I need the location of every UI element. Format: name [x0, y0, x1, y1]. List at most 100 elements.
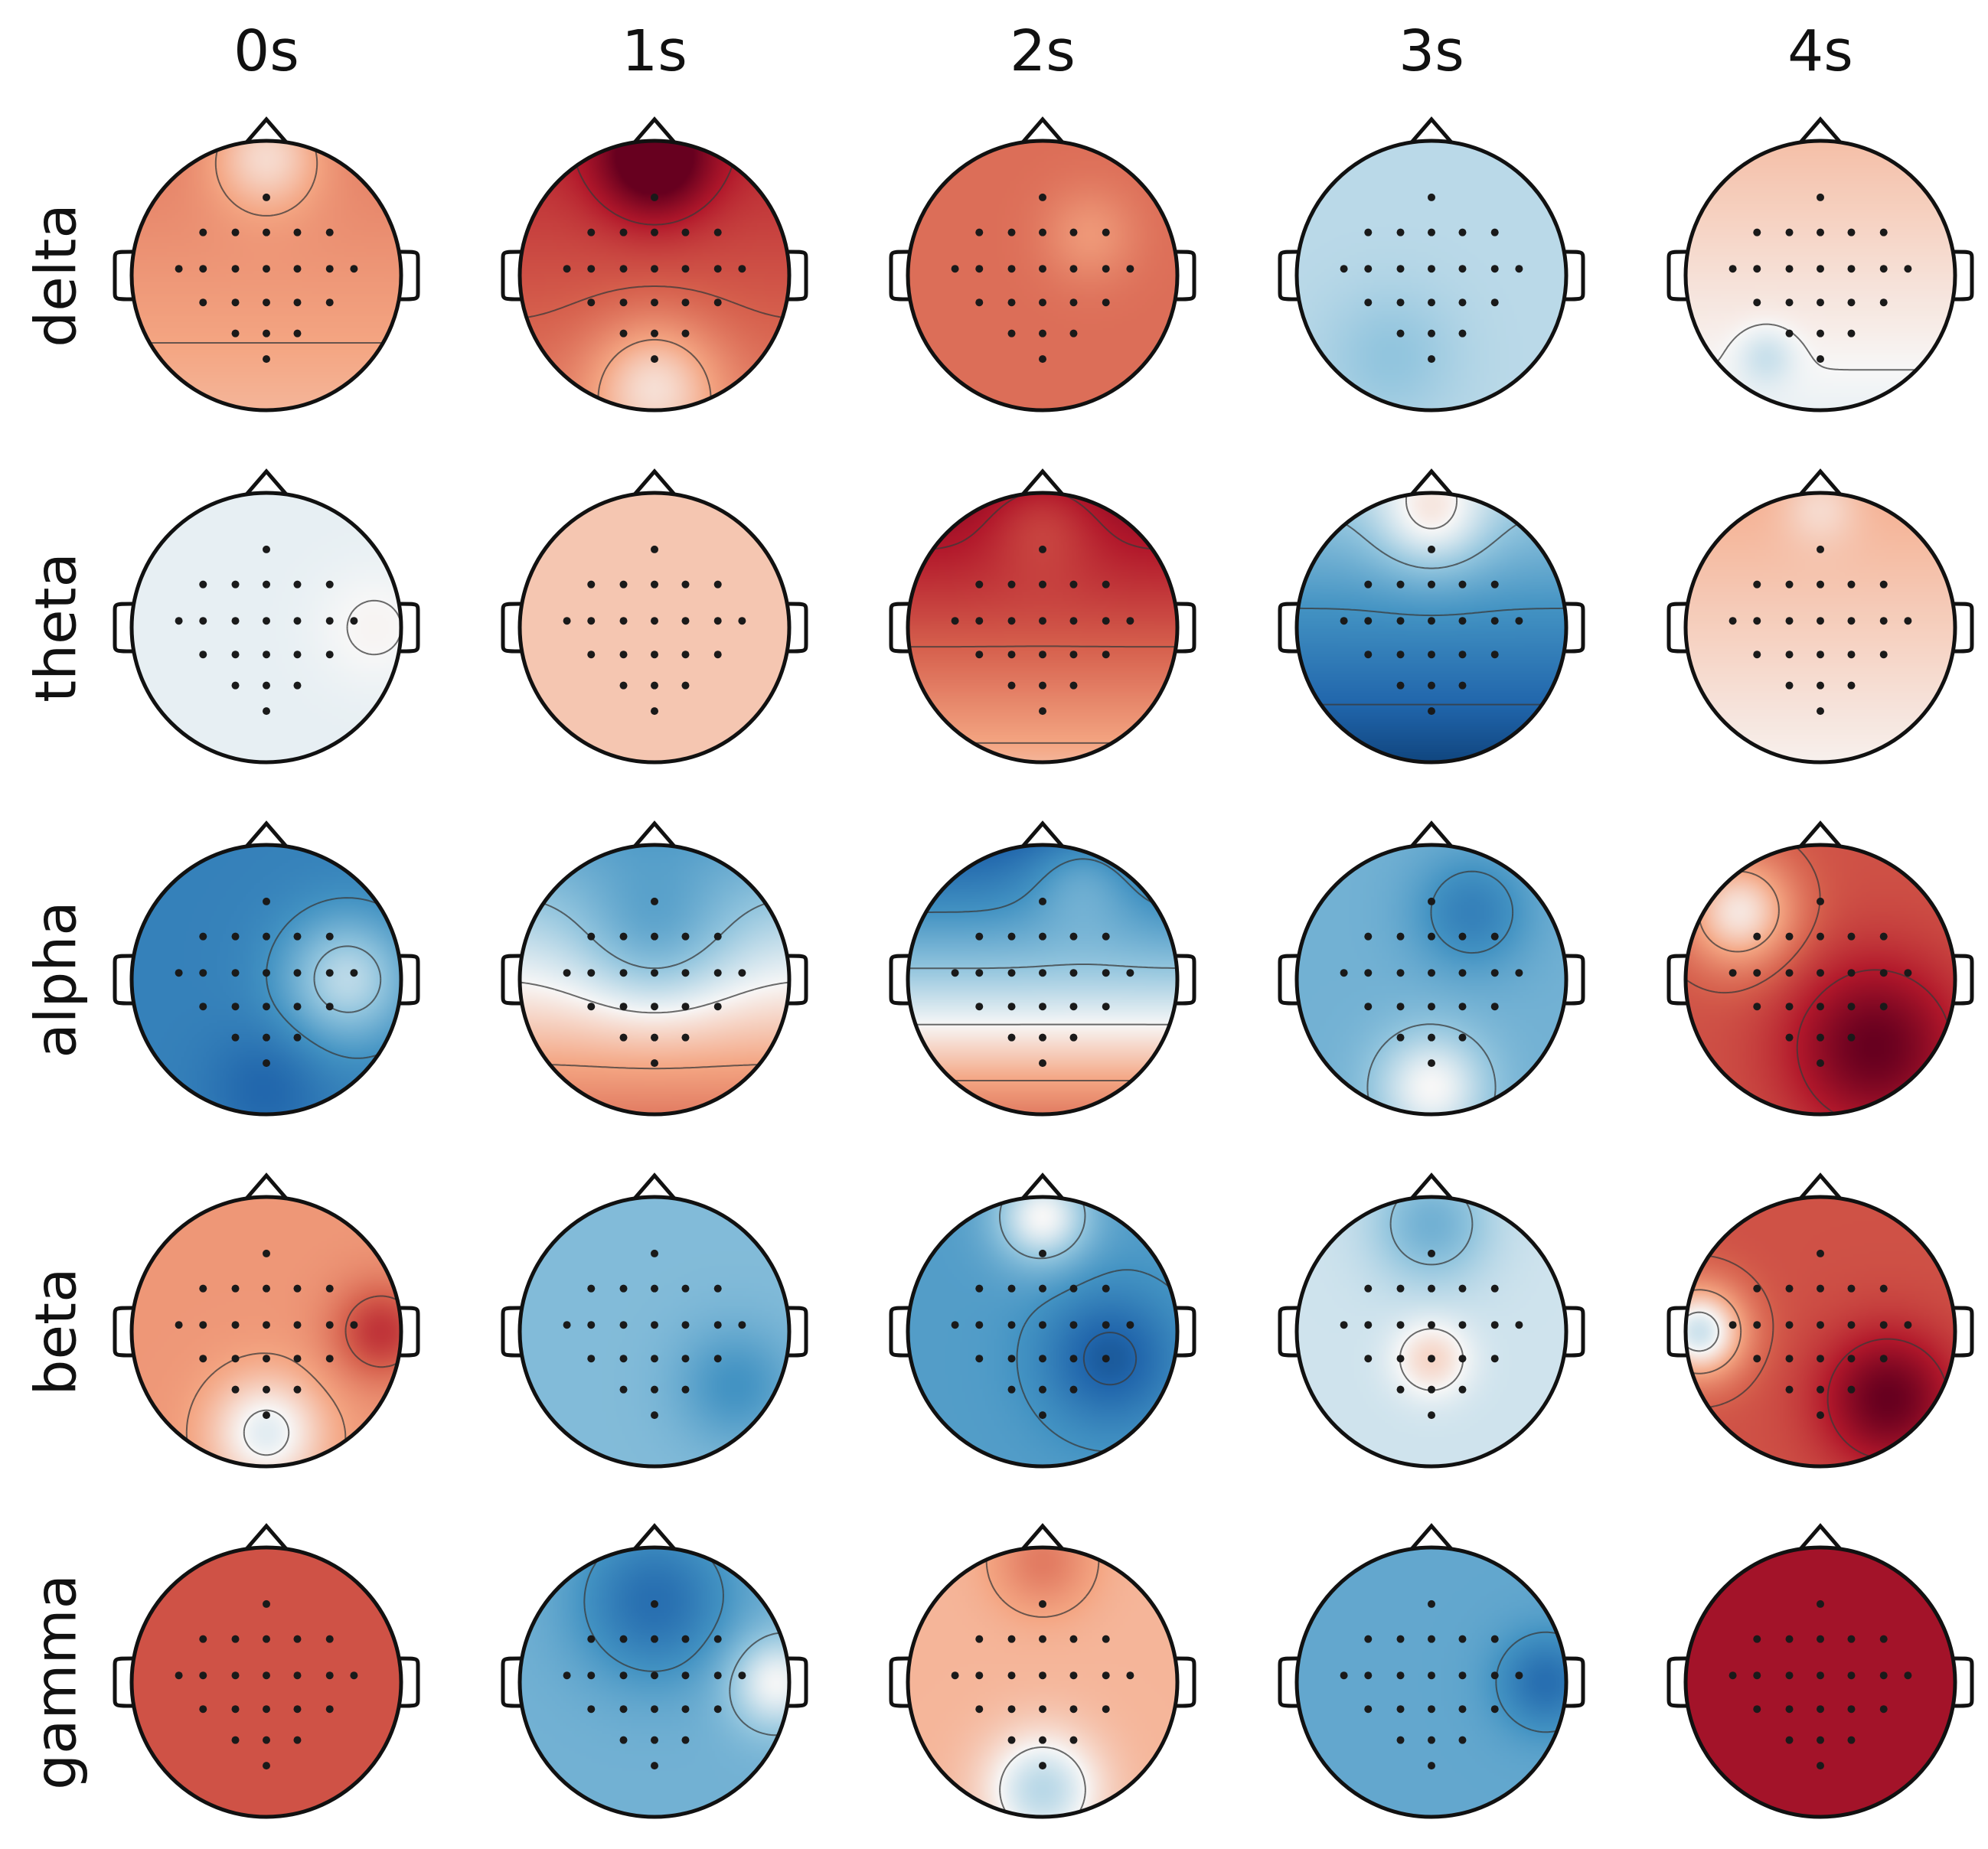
- sensor-dot: [1428, 580, 1435, 589]
- sensor-dot: [1817, 1321, 1824, 1329]
- sensor-dot: [587, 1635, 596, 1643]
- sensor-dot: [231, 1635, 240, 1643]
- sensor-dot: [975, 580, 984, 589]
- sensor-dot: [1007, 969, 1016, 977]
- sensor-dot: [231, 1033, 240, 1042]
- topomap-color-field: [132, 1197, 401, 1466]
- sensor-dot: [713, 580, 722, 589]
- sensor-dot: [1515, 1671, 1523, 1680]
- sensor-dot: [231, 969, 240, 977]
- sensor-dot: [1490, 969, 1499, 977]
- sensor-dot: [1847, 1284, 1856, 1293]
- sensor-dot: [738, 1321, 746, 1329]
- sensor-dot: [231, 1321, 240, 1329]
- left-ear-outline: [889, 954, 909, 1006]
- sensor-dot: [1847, 1705, 1856, 1714]
- head-outline: [906, 139, 1180, 413]
- sensor-dot: [1847, 1033, 1856, 1042]
- sensor-dot: [325, 265, 334, 273]
- sensor-dot: [713, 1635, 722, 1643]
- sensor-dot: [263, 1600, 270, 1608]
- sensor-dot: [713, 228, 722, 236]
- sensor-dot: [651, 1411, 658, 1420]
- sensor-dot: [231, 681, 240, 690]
- sensor-dot: [1039, 298, 1046, 307]
- sensor-dot: [325, 1705, 334, 1714]
- sensor-dot: [263, 1635, 270, 1643]
- sensor-dot: [1039, 1736, 1046, 1744]
- left-ear-outline: [1666, 602, 1687, 654]
- sensor-dot: [1039, 355, 1046, 364]
- sensor-dot: [231, 932, 240, 941]
- sensor-dot: [1039, 265, 1046, 273]
- sensor-dot: [1126, 1671, 1134, 1680]
- sensor-dot: [1428, 897, 1435, 905]
- sensor-dot: [1007, 298, 1016, 307]
- sensor-dot: [1753, 298, 1761, 307]
- sensor-dot: [1069, 617, 1078, 625]
- sensor-dot: [1879, 298, 1888, 307]
- sensor-dot: [1817, 355, 1824, 364]
- sensor-dot: [1490, 228, 1499, 236]
- sensor-dot: [975, 1284, 984, 1293]
- sensor-dot: [681, 298, 690, 307]
- left-ear-outline: [889, 249, 909, 302]
- sensor-dot: [1490, 617, 1499, 625]
- left-ear-outline: [501, 1656, 521, 1708]
- sensor-dot: [713, 617, 722, 625]
- sensor-dot: [1817, 1736, 1824, 1744]
- sensor-dot: [1817, 1635, 1824, 1643]
- sensor-dot: [1785, 1635, 1794, 1643]
- sensor-dot: [1847, 580, 1856, 589]
- sensor-dot: [1817, 969, 1824, 977]
- sensor-dot: [713, 1003, 722, 1011]
- topomap-gamma-0s: [113, 1523, 420, 1819]
- sensor-dot: [263, 1033, 270, 1042]
- sensor-dot: [975, 228, 984, 236]
- sensor-dot: [1039, 1249, 1046, 1257]
- sensor-dot: [1904, 969, 1912, 977]
- sensor-dot: [619, 1284, 628, 1293]
- topomap-color-field: [1686, 493, 1955, 762]
- right-ear-outline: [788, 954, 808, 1006]
- sensor-dot: [1753, 1321, 1761, 1329]
- sensor-dot: [1785, 681, 1794, 690]
- left-ear-outline: [113, 602, 133, 654]
- sensor-dot: [263, 1355, 270, 1363]
- sensor-dot: [1753, 228, 1761, 236]
- sensor-dot: [1904, 265, 1912, 273]
- sensor-dot: [681, 1033, 690, 1042]
- sensor-dot: [1396, 265, 1405, 273]
- sensor-dot: [975, 932, 984, 941]
- left-ear-outline: [501, 602, 521, 654]
- sensor-dot: [1458, 932, 1467, 941]
- sensor-dot: [1069, 1355, 1078, 1363]
- sensor-dot: [587, 1705, 596, 1714]
- nose-outline: [245, 1172, 288, 1200]
- sensor-dot: [1396, 1321, 1405, 1329]
- sensor-dot: [263, 1705, 270, 1714]
- sensor-dot: [1364, 298, 1373, 307]
- sensor-dot: [1785, 617, 1794, 625]
- sensor-dot: [1817, 329, 1824, 338]
- sensor-dot: [651, 580, 658, 589]
- sensor-dot: [1753, 1671, 1761, 1680]
- sensor-dot: [1847, 1736, 1856, 1744]
- sensor-dot: [713, 932, 722, 941]
- sensor-dot: [1007, 1321, 1016, 1329]
- sensor-dot: [1102, 1705, 1110, 1714]
- sensor-dot: [350, 617, 358, 625]
- sensor-dot: [1007, 617, 1016, 625]
- sensor-dot: [1817, 1059, 1824, 1068]
- sensor-dot: [1039, 1705, 1046, 1714]
- right-ear-outline: [1176, 1306, 1196, 1358]
- left-ear-outline: [113, 1306, 133, 1358]
- sensor-dot: [1785, 1321, 1794, 1329]
- topomap-theta-3s: [1278, 468, 1585, 765]
- sensor-dot: [1879, 1003, 1888, 1011]
- sensor-dot: [1817, 580, 1824, 589]
- sensor-dot: [1396, 228, 1405, 236]
- sensor-dot: [1458, 298, 1467, 307]
- sensor-dot: [1069, 1321, 1078, 1329]
- right-ear-outline: [1954, 249, 1974, 302]
